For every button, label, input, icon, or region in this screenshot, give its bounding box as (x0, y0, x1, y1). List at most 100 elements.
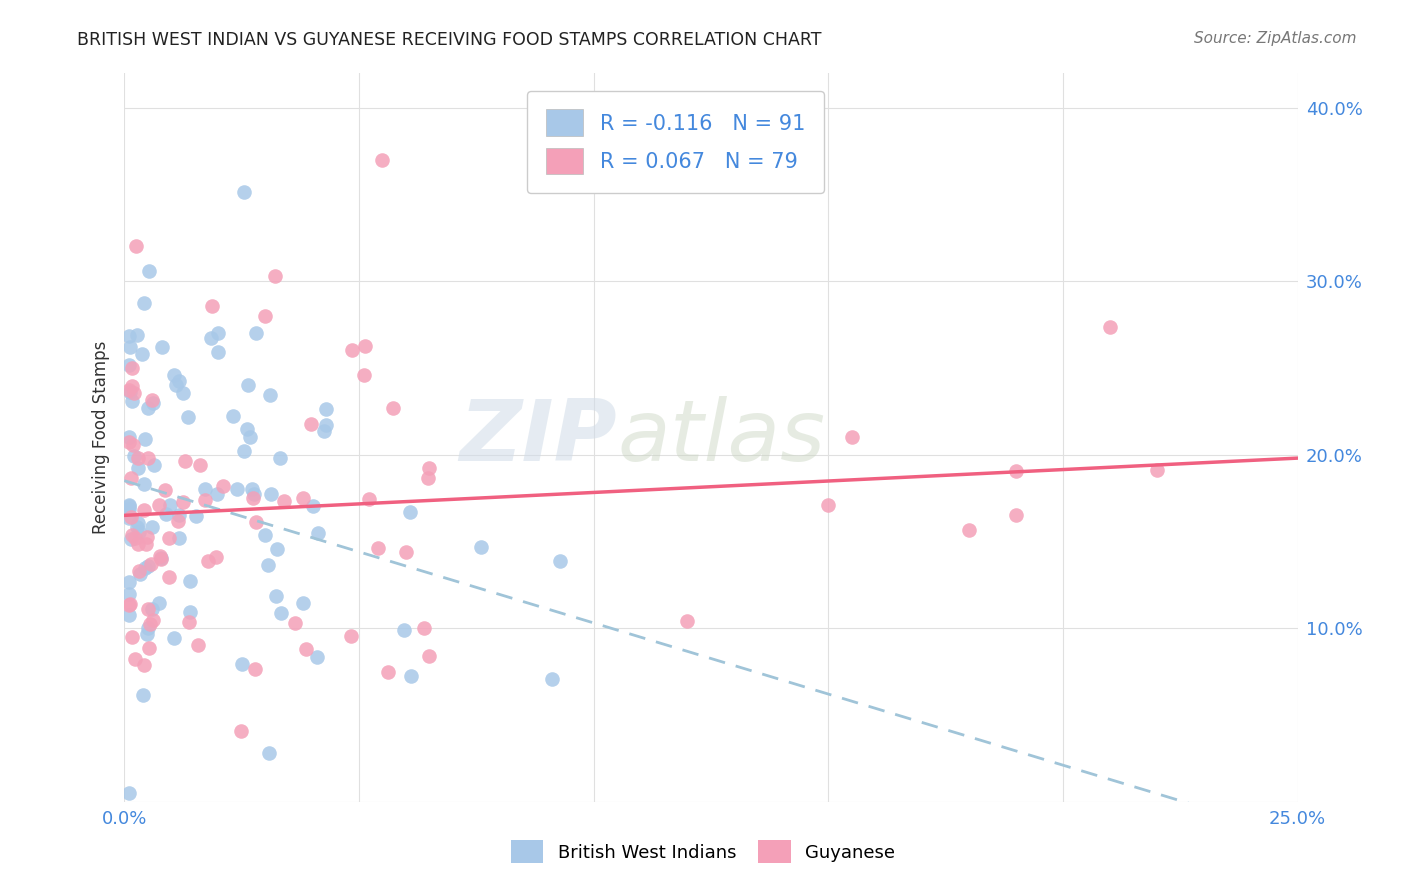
Point (136, 401, 159, 416)
Point (128, 525, 150, 540)
Point (149, 549, 172, 564)
Point (121, 528, 143, 542)
Text: Source: ZipAtlas.com: Source: ZipAtlas.com (1194, 31, 1357, 46)
Point (118, 786, 141, 800)
Point (307, 526, 329, 541)
Point (418, 470, 440, 484)
Point (207, 326, 229, 341)
Point (148, 498, 170, 512)
Point (302, 499, 325, 513)
Point (167, 374, 190, 388)
Point (377, 665, 399, 679)
Point (128, 566, 150, 581)
Text: BRITISH WEST INDIAN VS GUYANESE RECEIVING FOOD STAMPS CORRELATION CHART: BRITISH WEST INDIAN VS GUYANESE RECEIVIN… (77, 31, 823, 49)
Point (371, 153, 394, 167)
Point (148, 596, 170, 610)
Point (229, 724, 252, 739)
Point (141, 392, 163, 407)
Point (200, 331, 222, 345)
Point (132, 477, 155, 491)
Point (186, 509, 208, 524)
Point (125, 239, 148, 253)
Point (205, 550, 228, 565)
Point (211, 479, 233, 493)
Point (136, 530, 159, 544)
Point (188, 458, 211, 472)
Point (207, 344, 229, 359)
Point (166, 514, 188, 528)
Point (120, 471, 142, 485)
Point (118, 430, 141, 444)
Point (269, 450, 291, 465)
Point (118, 339, 141, 353)
Text: ZIP: ZIP (460, 396, 617, 479)
Point (118, 575, 141, 590)
Point (470, 540, 492, 554)
Point (167, 531, 190, 545)
Point (177, 410, 200, 425)
Point (127, 516, 149, 530)
Point (118, 358, 141, 372)
Point (359, 492, 381, 507)
Point (541, 672, 564, 686)
Point (179, 615, 201, 629)
Point (418, 648, 440, 663)
Point (138, 616, 160, 631)
Point (118, 587, 141, 601)
Point (120, 509, 142, 524)
Point (284, 616, 307, 631)
Point (254, 309, 277, 323)
Point (340, 629, 363, 643)
Point (136, 559, 159, 574)
Point (264, 269, 287, 284)
Point (1005, 508, 1028, 523)
Point (354, 339, 377, 353)
Point (163, 631, 186, 645)
Point (315, 401, 337, 416)
Point (118, 499, 141, 513)
Point (134, 295, 156, 310)
Point (226, 482, 249, 496)
Point (135, 537, 157, 551)
Point (118, 434, 141, 449)
Point (236, 378, 259, 392)
Point (233, 444, 256, 458)
Point (125, 327, 148, 342)
Point (418, 461, 440, 475)
Point (399, 505, 422, 519)
Point (131, 346, 153, 360)
Point (179, 606, 201, 620)
Point (841, 430, 863, 444)
Point (134, 432, 156, 446)
Point (245, 516, 267, 530)
Point (124, 651, 146, 665)
Point (118, 384, 141, 399)
Point (121, 361, 143, 376)
Point (243, 662, 266, 676)
Point (256, 558, 278, 572)
Point (307, 649, 329, 664)
Point (1005, 465, 1028, 479)
Point (240, 482, 263, 496)
Point (134, 560, 156, 574)
Point (118, 510, 141, 524)
Point (239, 430, 262, 444)
Point (957, 523, 980, 537)
Point (187, 638, 209, 652)
Point (245, 326, 267, 341)
Point (120, 532, 142, 546)
Point (292, 491, 315, 505)
Point (174, 454, 197, 468)
Point (315, 417, 337, 432)
Point (676, 614, 699, 628)
Point (136, 450, 159, 465)
Point (122, 386, 145, 401)
Point (132, 658, 155, 673)
Point (254, 528, 277, 542)
Point (122, 449, 145, 463)
Point (231, 657, 253, 671)
Point (163, 368, 186, 382)
Point (201, 300, 224, 314)
Point (118, 502, 141, 516)
Y-axis label: Receiving Food Stamps: Receiving Food Stamps (93, 341, 110, 534)
